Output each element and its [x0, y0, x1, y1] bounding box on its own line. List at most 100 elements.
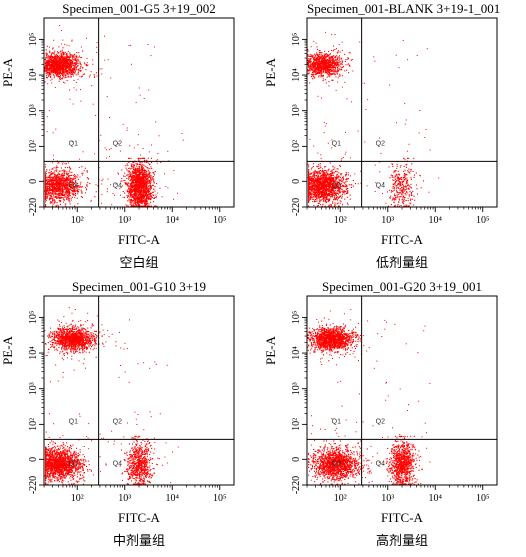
data-point	[56, 193, 58, 195]
data-point	[64, 51, 66, 53]
data-point	[151, 191, 153, 193]
data-point	[49, 175, 51, 177]
data-point	[46, 190, 48, 192]
data-point	[150, 175, 152, 177]
data-point	[61, 30, 62, 31]
data-point	[117, 172, 119, 174]
data-point	[69, 60, 71, 62]
data-point	[325, 63, 327, 65]
data-point	[138, 190, 140, 192]
data-point	[138, 87, 140, 89]
data-point	[131, 186, 133, 188]
data-point	[328, 57, 330, 59]
data-point	[150, 186, 152, 187]
data-point	[59, 63, 61, 65]
data-point	[68, 60, 70, 62]
data-point	[134, 170, 136, 172]
data-point	[55, 205, 57, 207]
data-point	[73, 72, 75, 74]
data-point	[313, 71, 315, 73]
data-point	[82, 67, 84, 69]
data-point	[151, 157, 153, 159]
data-point	[49, 51, 51, 53]
data-point	[133, 176, 135, 178]
data-point	[59, 69, 61, 71]
data-point	[150, 179, 152, 181]
data-point	[67, 50, 69, 52]
data-point	[308, 66, 310, 68]
data-point	[65, 183, 67, 185]
data-point	[59, 64, 61, 66]
data-point	[89, 183, 91, 185]
data-point	[52, 199, 54, 201]
data-point	[59, 72, 61, 74]
data-point	[68, 195, 70, 197]
data-point	[139, 166, 141, 168]
data-point	[72, 71, 74, 73]
data-point	[46, 45, 48, 47]
data-point	[144, 183, 146, 185]
data-point	[135, 198, 137, 200]
data-point	[55, 64, 57, 66]
data-point	[85, 188, 87, 190]
data-point	[142, 182, 144, 184]
data-point	[50, 73, 52, 75]
data-point	[64, 62, 66, 64]
data-point	[331, 59, 333, 61]
data-point	[336, 65, 338, 67]
data-point	[75, 62, 77, 64]
data-point	[75, 55, 77, 57]
data-point	[66, 178, 68, 180]
data-point	[73, 191, 75, 193]
data-point	[164, 173, 165, 175]
data-point	[72, 71, 74, 73]
data-point	[106, 191, 108, 193]
data-point	[80, 189, 82, 191]
data-point	[50, 197, 52, 199]
data-point	[55, 64, 57, 66]
data-point	[71, 187, 73, 189]
data-point	[80, 100, 82, 102]
data-point	[133, 197, 135, 199]
data-point	[75, 175, 77, 177]
data-point	[138, 157, 140, 159]
data-point	[63, 76, 65, 78]
data-point	[62, 52, 64, 54]
data-point	[324, 68, 326, 70]
data-point	[142, 194, 144, 196]
data-point	[139, 171, 141, 173]
data-point	[72, 69, 74, 71]
data-point	[62, 58, 64, 60]
data-point	[61, 61, 63, 63]
data-point	[77, 191, 79, 193]
data-point	[66, 63, 68, 65]
data-point	[56, 188, 58, 190]
data-point	[136, 163, 138, 165]
data-point	[71, 64, 73, 66]
data-point	[47, 55, 49, 57]
data-point	[46, 62, 48, 64]
data-point	[132, 203, 134, 205]
data-point	[65, 76, 67, 78]
data-point	[51, 162, 53, 164]
data-point	[139, 173, 141, 175]
data-point	[333, 70, 335, 72]
data-point	[62, 179, 64, 181]
data-point	[46, 62, 48, 64]
data-point	[60, 167, 62, 169]
data-point	[55, 194, 57, 196]
data-point	[140, 180, 142, 182]
data-point	[62, 68, 64, 70]
data-point	[142, 157, 144, 159]
data-point	[101, 180, 103, 182]
data-point	[130, 189, 132, 191]
data-point	[60, 174, 62, 176]
data-point	[45, 201, 47, 203]
data-point	[319, 65, 321, 67]
data-point	[130, 165, 132, 167]
data-point	[67, 64, 69, 66]
data-point	[131, 187, 133, 189]
data-point	[56, 182, 58, 184]
data-point	[69, 53, 71, 55]
data-point	[61, 186, 63, 188]
